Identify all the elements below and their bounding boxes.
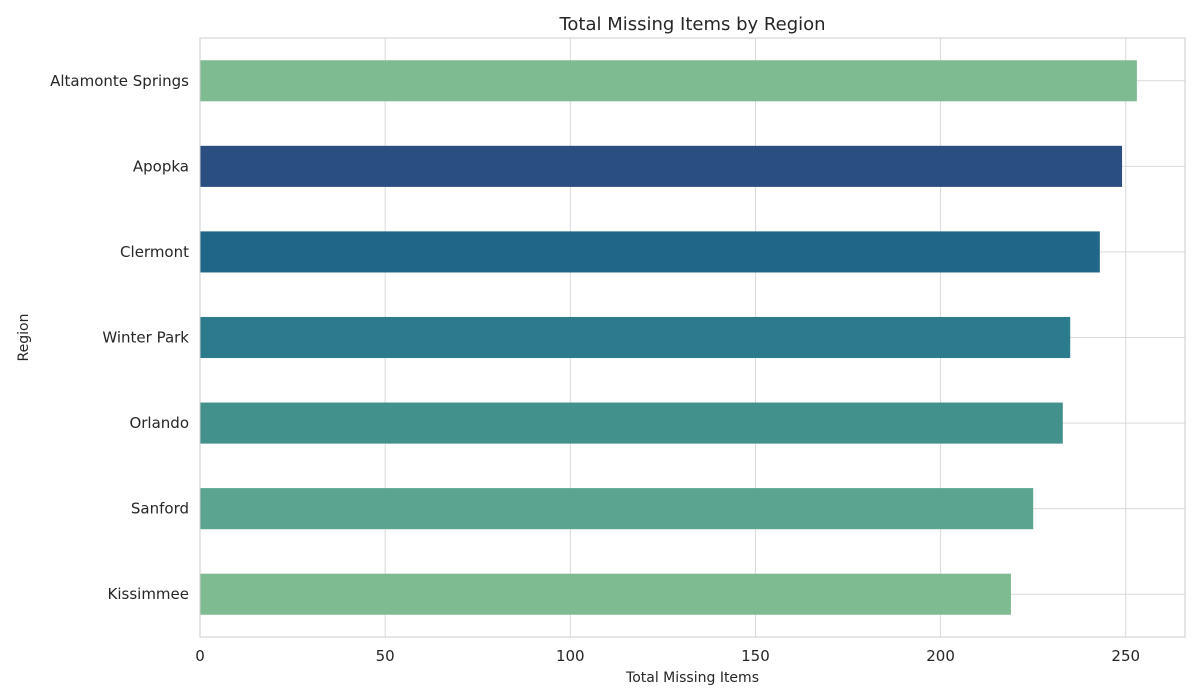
x-tick-label: 50 bbox=[376, 647, 395, 665]
x-tick-label: 200 bbox=[926, 647, 955, 665]
y-tick-labels: Altamonte Springs Apopka Clermont Winter Pa… bbox=[50, 72, 189, 603]
bar-kissimmee bbox=[200, 573, 1011, 615]
bars bbox=[200, 60, 1137, 615]
x-tick-label: 100 bbox=[556, 647, 585, 665]
bar-apopka bbox=[200, 145, 1123, 187]
bar-clermont bbox=[200, 231, 1100, 273]
y-tick-label: Apopka bbox=[133, 157, 189, 175]
bar-altamonte-springs bbox=[200, 60, 1137, 102]
x-tick-label: 0 bbox=[195, 647, 205, 665]
bar-sanford bbox=[200, 488, 1034, 530]
bar-winter-park bbox=[200, 316, 1071, 359]
x-tick-labels: 0 50 100 150 200 250 bbox=[195, 647, 1140, 665]
x-axis-label: Total Missing Items bbox=[625, 670, 759, 686]
plot-frame bbox=[199, 37, 1186, 638]
x-tick-label: 250 bbox=[1111, 647, 1140, 665]
y-tick-label: Altamonte Springs bbox=[50, 72, 189, 90]
y-tick-label: Kissimmee bbox=[108, 585, 189, 603]
y-tick-label: Orlando bbox=[129, 414, 189, 432]
x-tick-label: 150 bbox=[741, 647, 770, 665]
y-tick-label: Winter Park bbox=[102, 329, 189, 347]
bar-orlando bbox=[200, 402, 1063, 444]
y-tick-label: Sanford bbox=[131, 500, 189, 518]
y-axis-label: Region bbox=[16, 314, 32, 362]
y-tick-label: Clermont bbox=[120, 243, 189, 261]
chart-title: Total Missing Items by Region bbox=[558, 14, 825, 35]
